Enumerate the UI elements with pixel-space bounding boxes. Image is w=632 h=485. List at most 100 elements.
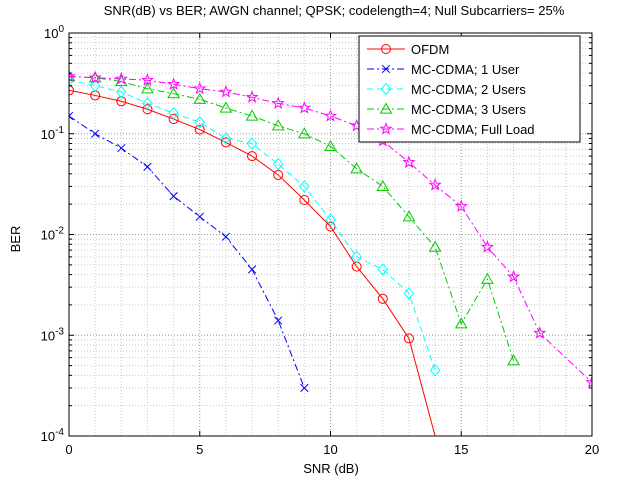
- data-point-marker: [480, 240, 494, 253]
- triangle-marker: [507, 354, 520, 366]
- data-point-marker: [143, 162, 152, 171]
- data-point-marker: [220, 137, 231, 148]
- star-marker: [323, 109, 338, 122]
- data-point-marker: [585, 375, 592, 389]
- data-point-marker: [507, 354, 520, 366]
- data-point-marker: [454, 317, 468, 329]
- data-point-marker: [117, 143, 126, 153]
- y-tick-exponent: -1: [55, 125, 64, 136]
- circle-marker: [194, 124, 205, 135]
- data-point-marker: [325, 213, 336, 227]
- data-point-marker: [379, 122, 393, 135]
- series-mc-cdma-3-users: [69, 69, 520, 366]
- x-axis-label: SNR (dB): [303, 461, 359, 476]
- diamond-marker: [351, 250, 362, 264]
- data-point-marker: [324, 139, 337, 151]
- data-point-marker: [454, 199, 468, 213]
- y-tick-exponent: -2: [55, 226, 64, 237]
- legend-entry: MC-CDMA; 2 Users: [367, 82, 526, 97]
- data-point-marker: [403, 333, 414, 344]
- legend-label: MC-CDMA; 2 Users: [411, 82, 526, 97]
- legend-entry: MC-CDMA; 3 Users: [367, 102, 526, 117]
- data-point-marker: [297, 127, 311, 139]
- circle-marker: [299, 195, 310, 206]
- data-point-marker: [377, 263, 389, 276]
- x-tick-label: 10: [323, 442, 337, 457]
- series-line: [69, 76, 515, 361]
- y-tick-base: 10: [44, 26, 58, 41]
- data-point-marker: [220, 132, 232, 145]
- diamond-marker: [246, 137, 258, 150]
- circle-marker: [247, 151, 258, 162]
- data-point-marker: [402, 210, 416, 222]
- data-point-marker: [380, 82, 392, 96]
- legend-entry: MC-CDMA; 1 User: [367, 62, 520, 77]
- triangle-marker: [297, 127, 311, 139]
- star-marker: [480, 240, 494, 253]
- star-marker: [506, 269, 521, 283]
- data-point-marker: [381, 44, 391, 54]
- diamond-marker: [89, 79, 101, 92]
- star-marker: [271, 96, 285, 110]
- data-point-marker: [194, 115, 206, 129]
- triangle-marker: [428, 240, 442, 252]
- triangle-marker: [271, 119, 285, 131]
- star-marker: [297, 101, 311, 114]
- triangle-marker: [481, 272, 494, 284]
- diamond-marker: [115, 85, 127, 99]
- x-marker: [274, 316, 283, 325]
- triangle-marker: [454, 317, 468, 329]
- triangle-marker: [193, 92, 207, 104]
- data-point-marker: [169, 192, 178, 201]
- y-tick-base: 10: [41, 228, 55, 243]
- y-tick-label: 10-3: [41, 326, 65, 343]
- series-line: [69, 76, 592, 383]
- data-point-marker: [69, 85, 74, 96]
- x-marker: [143, 162, 152, 171]
- circle-marker: [142, 104, 153, 115]
- x-marker: [90, 129, 100, 138]
- data-point-marker: [247, 151, 258, 162]
- x-tick-label: 20: [585, 442, 599, 457]
- star-marker: [114, 72, 128, 85]
- star-marker: [140, 73, 155, 86]
- triangle-marker: [402, 210, 416, 222]
- data-point-marker: [114, 72, 128, 85]
- y-tick-exponent: -4: [55, 427, 64, 438]
- y-tick-exponent: 0: [58, 24, 64, 35]
- star-marker: [88, 70, 102, 84]
- data-point-marker: [193, 92, 207, 104]
- data-point-marker: [428, 178, 442, 191]
- star-marker: [454, 199, 468, 213]
- data-point-marker: [300, 383, 309, 393]
- data-point-marker: [274, 316, 283, 325]
- star-marker: [167, 77, 181, 90]
- data-point-marker: [351, 250, 362, 264]
- x-tick-labels: 0 5 10 15 20: [65, 442, 599, 457]
- data-point-marker: [299, 195, 310, 206]
- x-tick-label: 15: [454, 442, 468, 457]
- x-tick-label: 5: [196, 442, 203, 457]
- y-tick-label: 10-1: [41, 125, 65, 142]
- diamond-marker: [380, 82, 392, 96]
- legend-entry: OFDM: [367, 42, 449, 57]
- y-tick-exponent: -3: [55, 326, 64, 337]
- diamond-marker: [142, 97, 153, 110]
- data-point-marker: [481, 272, 494, 284]
- triangle-marker: [219, 101, 233, 113]
- legend-entry: MC-CDMA; Full Load: [367, 122, 535, 137]
- data-point-marker: [376, 179, 390, 192]
- y-tick-base: 10: [41, 429, 55, 444]
- circle-marker: [403, 333, 414, 344]
- data-point-marker: [273, 169, 284, 180]
- data-point-marker: [168, 106, 179, 120]
- diamond-marker: [377, 263, 389, 276]
- legend-label: MC-CDMA; Full Load: [411, 122, 535, 137]
- data-point-marker: [167, 87, 180, 99]
- diamond-marker: [168, 106, 179, 120]
- triangle-marker: [69, 69, 76, 82]
- data-point-marker: [69, 69, 76, 82]
- series-layer: [69, 69, 592, 436]
- y-tick-base: 10: [41, 127, 55, 142]
